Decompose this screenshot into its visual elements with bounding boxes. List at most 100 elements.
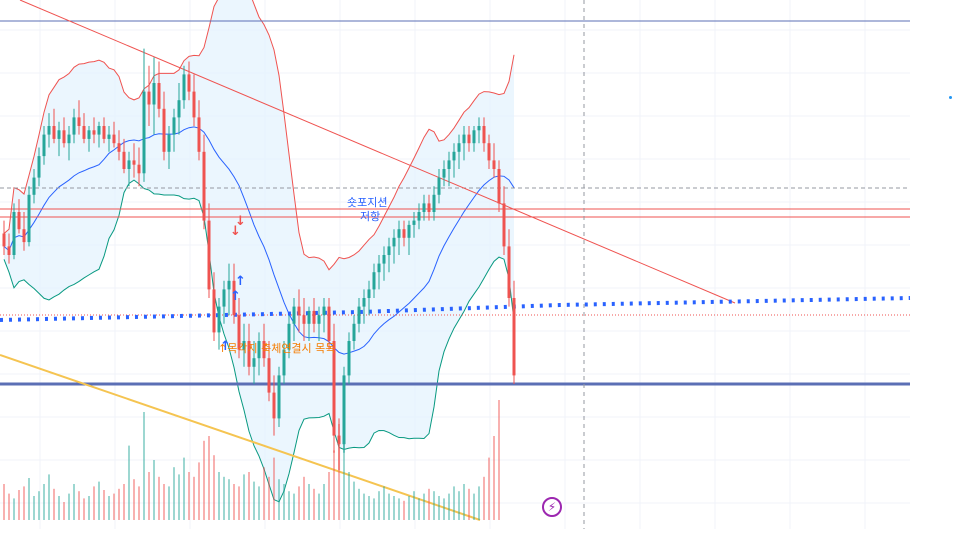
candle-body [502, 203, 506, 247]
candle-body [52, 126, 56, 139]
signal-arrow: ↑ [220, 339, 231, 354]
volume-bar [133, 479, 135, 520]
volume-bar [48, 474, 50, 520]
lightning-icon[interactable]: ⚡ [542, 497, 562, 517]
volume-bar [478, 486, 480, 520]
volume-bar [233, 484, 235, 520]
candle-body [22, 229, 26, 243]
volume-bar [498, 400, 500, 520]
candle-body [47, 126, 51, 135]
candle-body [212, 289, 216, 333]
candle-body [397, 229, 401, 238]
candle-body [27, 194, 31, 243]
volume-bar [58, 496, 60, 520]
candle-body [82, 126, 86, 139]
volume-bar [138, 486, 140, 520]
volume-bar [13, 498, 15, 520]
volume-bar [423, 493, 425, 520]
volume-bar [153, 460, 155, 520]
candle-body [122, 151, 126, 169]
candle-body [112, 134, 116, 144]
candle-body [322, 306, 326, 316]
volume-bar [408, 496, 410, 520]
volume-bar [33, 496, 35, 520]
candle-body [12, 212, 16, 255]
volume-bar [353, 481, 355, 520]
volume-bar [208, 436, 210, 520]
volume-bar [8, 493, 10, 520]
descending-trendline [19, 0, 736, 304]
candle-body [467, 134, 471, 144]
candle-body [67, 134, 71, 144]
volume-bar [343, 436, 345, 520]
candle-body [497, 169, 501, 204]
candle-body [97, 126, 101, 135]
candle-body [332, 341, 336, 436]
volume-bar [173, 467, 175, 520]
candle-body [147, 91, 151, 105]
candle-body [422, 203, 426, 212]
candle-body [32, 177, 36, 195]
candle-body [87, 130, 91, 139]
volume-bar [218, 472, 220, 520]
volume-bar [198, 462, 200, 520]
annotation-label: 저항 [360, 210, 380, 223]
candle-body [252, 358, 256, 367]
volume-bar [263, 467, 265, 520]
candle-body [327, 306, 331, 341]
volume-bar [418, 498, 420, 520]
dotted-projection-line [0, 296, 911, 322]
volume-bar [143, 412, 145, 520]
signal-arrow: ↑ [230, 289, 241, 304]
volume-bar [388, 493, 390, 520]
candle-body [412, 220, 416, 225]
candle-body [462, 134, 466, 144]
candle-body [452, 151, 456, 161]
volume-bar [383, 486, 385, 520]
volume-bar [493, 436, 495, 520]
volume-bar [403, 500, 405, 520]
volume-bar [78, 491, 80, 520]
candle-body [247, 341, 251, 367]
candle-body [427, 203, 431, 212]
candle-body [357, 306, 361, 324]
candle-body [37, 156, 41, 178]
candle-body [442, 169, 446, 178]
candle-body [457, 143, 461, 152]
volume-bar [333, 450, 335, 520]
annotation-note: ↑목각지 축체연결시 목목 [218, 342, 335, 355]
volume-bar [378, 491, 380, 520]
volume-bar [303, 476, 305, 520]
volume-bar [268, 476, 270, 520]
volume-bar [258, 486, 260, 520]
bollinger-lower [3, 179, 515, 503]
volume-bar [163, 484, 165, 520]
candle-body [92, 130, 96, 135]
volume-bar [243, 474, 245, 520]
candle-body [337, 435, 341, 445]
volume-bar [238, 486, 240, 520]
candle-body [117, 143, 121, 152]
volume-bar [68, 493, 70, 520]
candle-body [492, 160, 496, 169]
volume-bar [373, 498, 375, 520]
candle-body [307, 310, 311, 324]
candle-body [57, 130, 61, 139]
candle-body [187, 74, 191, 92]
candle-body [62, 130, 66, 144]
volume-bar [398, 498, 400, 520]
volume-bar [433, 491, 435, 520]
volume-bar [448, 493, 450, 520]
candle-body [182, 74, 186, 101]
candle-body [172, 117, 176, 135]
volume-bar [108, 496, 110, 520]
signal-arrow: ↓ [235, 214, 246, 229]
candle-body [262, 341, 266, 359]
annotation-label: 숏포지션 [347, 196, 387, 209]
volume-bar [458, 491, 460, 520]
candle-body [437, 177, 441, 195]
candle-body [482, 126, 486, 144]
candle-body [162, 108, 166, 152]
